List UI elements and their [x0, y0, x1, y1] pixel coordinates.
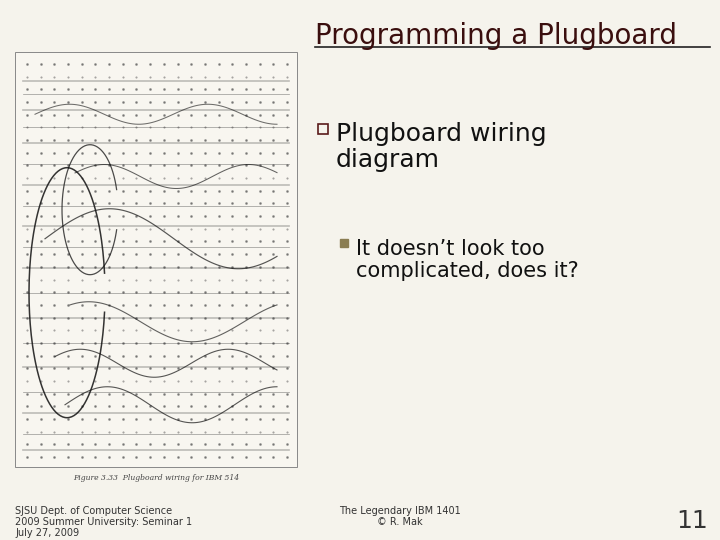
Text: © R. Mak: © R. Mak: [377, 517, 423, 527]
Text: 11: 11: [676, 509, 708, 533]
Bar: [318, 124, 328, 134]
Bar: [15, 52, 297, 467]
Text: SJSU Dept. of Computer Science: SJSU Dept. of Computer Science: [15, 506, 172, 516]
Text: complicated, does it?: complicated, does it?: [356, 261, 579, 281]
Text: Plugboard wiring: Plugboard wiring: [336, 122, 546, 146]
Text: diagram: diagram: [336, 148, 440, 172]
Text: July 27, 2009: July 27, 2009: [15, 528, 79, 538]
Text: The Legendary IBM 1401: The Legendary IBM 1401: [339, 506, 461, 516]
Text: Programming a Plugboard: Programming a Plugboard: [315, 22, 677, 50]
Text: 2009 Summer University: Seminar 1: 2009 Summer University: Seminar 1: [15, 517, 192, 527]
Text: It doesn’t look too: It doesn’t look too: [356, 239, 544, 259]
Bar: [340, 239, 348, 247]
Text: Figure 3.33  Plugboard wiring for IBM 514: Figure 3.33 Plugboard wiring for IBM 514: [73, 474, 239, 482]
